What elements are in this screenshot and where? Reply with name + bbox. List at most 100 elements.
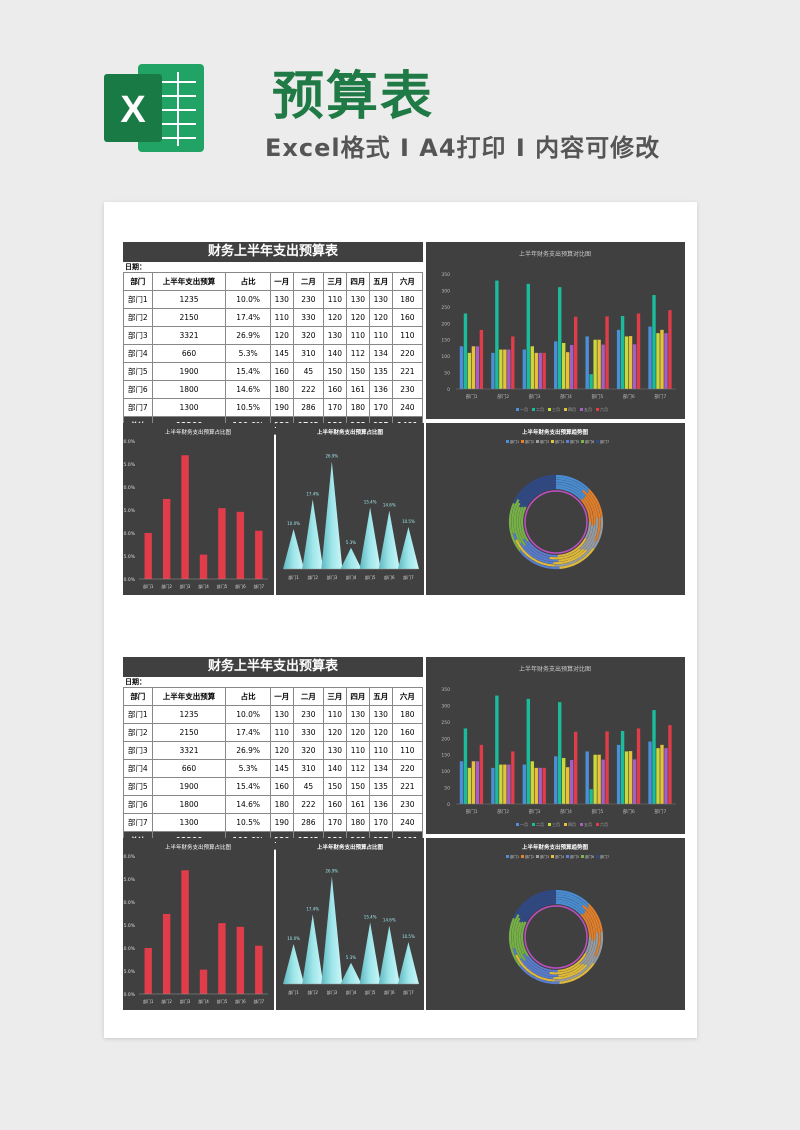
x-tick-label: 部门6 xyxy=(623,808,635,815)
column-header: 占比 xyxy=(225,272,271,291)
table-cell: 10.0% xyxy=(225,290,271,309)
x-tick-label: 部门5 xyxy=(217,998,228,1004)
donut-segment xyxy=(582,524,596,551)
x-tick-label: 部门7 xyxy=(654,808,666,815)
legend-swatch xyxy=(521,855,524,858)
ratio-bar-chart: 上半年财务支出预算占比图 30.0% 25.0% 20.0% 15.0% 10.0% 5.0… xyxy=(123,423,274,595)
compare-bar xyxy=(459,761,464,804)
x-tick-label: 部门3 xyxy=(327,989,338,995)
header: X 预算表 Excel格式 I A4打印 I 内容可修改 xyxy=(0,0,800,200)
donut-segment xyxy=(553,963,588,980)
donut-segment xyxy=(517,892,557,916)
table-cell: 部门6 xyxy=(123,380,153,399)
x-tick-label: 部门2 xyxy=(497,808,509,815)
y-tick-label: 350 xyxy=(441,272,450,278)
chart-title: 上半年财务支出预算占比图 xyxy=(165,843,232,851)
compare-bar xyxy=(652,295,656,389)
compare-bar xyxy=(467,352,472,389)
table-cell: 部门7 xyxy=(123,813,153,832)
y-tick-label: 10.0% xyxy=(123,946,136,952)
table-header-row: 部门 上半年支出预算 占比 一月 二月 三月 四月 五月 六月 xyxy=(123,272,424,291)
data-label: 10.5% xyxy=(402,519,415,524)
y-tick-label: 25.0% xyxy=(123,462,136,468)
column-header: 三月 xyxy=(322,687,347,706)
table-cell: 部门1 xyxy=(123,705,153,724)
column-header: 五月 xyxy=(368,272,393,291)
compare-bar xyxy=(664,333,668,389)
ratio-bar xyxy=(162,498,171,579)
table-cell: 660 xyxy=(151,759,227,778)
data-label: 10.5% xyxy=(402,934,415,939)
y-tick-label: 200 xyxy=(441,321,450,327)
table-cell: 1800 xyxy=(151,795,227,814)
donut-segment xyxy=(524,901,557,923)
donut-segment xyxy=(579,940,594,966)
compare-bar xyxy=(589,374,593,389)
donut-segment xyxy=(519,542,554,565)
compare-bar xyxy=(585,751,589,804)
donut-segment xyxy=(521,484,557,508)
table-cell: 120 xyxy=(269,741,294,760)
table-cell: 110 xyxy=(391,741,424,760)
x-tick-label: 部门2 xyxy=(307,574,318,580)
legend-label: 一月 xyxy=(520,822,528,827)
chart-title: 上半年财务支出预算占比图 xyxy=(317,428,384,436)
compare-bar xyxy=(573,316,578,389)
cone-mark xyxy=(340,547,362,569)
compare-bar xyxy=(648,326,652,389)
donut-segment xyxy=(587,906,601,957)
table-cell: 140 xyxy=(322,759,347,778)
table-cell: 部门5 xyxy=(123,777,153,796)
y-tick-label: 350 xyxy=(441,687,450,693)
donut-segment xyxy=(582,939,596,966)
legend-swatch xyxy=(506,440,509,443)
table-title: 财务上半年支出预算表 xyxy=(207,659,338,674)
data-label: 17.4% xyxy=(306,906,319,911)
column-header: 部门 xyxy=(123,687,153,706)
table-cell: 130 xyxy=(322,326,347,345)
donut-inner-ring xyxy=(524,905,588,969)
budget-table: 财务上半年支出预算表 日期： 部门 上半年支出预算 占比 一月 二月 三月 四月 五月 六月 部… xyxy=(123,657,424,850)
x-tick-label: 部门4 xyxy=(560,808,572,815)
table-cell: 112 xyxy=(345,759,370,778)
compare-bar xyxy=(620,731,625,804)
table-cell: 180 xyxy=(269,795,294,814)
y-tick-label: 50 xyxy=(444,371,450,377)
donut-segment xyxy=(555,486,582,500)
table-cell: 320 xyxy=(292,326,324,345)
legend-label: 部门1 xyxy=(510,439,519,444)
compare-bar xyxy=(632,344,637,389)
column-header: 二月 xyxy=(292,272,324,291)
compare-bar xyxy=(597,339,601,389)
compare-bar xyxy=(479,329,484,389)
ratio-bar xyxy=(162,913,171,994)
compare-bar xyxy=(558,287,562,389)
legend-swatch xyxy=(566,440,569,443)
compare-bar xyxy=(616,329,621,389)
donut-segment xyxy=(555,892,589,909)
table-cell: 180 xyxy=(391,705,424,724)
donut-segment xyxy=(583,912,594,942)
table-cell: 110 xyxy=(345,326,370,345)
compare-bar xyxy=(558,702,562,804)
compare-bar xyxy=(616,744,621,804)
table-cell: 1235 xyxy=(151,290,227,309)
compare-bar xyxy=(660,329,664,389)
table-row: 部门6 1800 14.6% 180 222 160 161 136 230 xyxy=(123,380,424,399)
compare-bar xyxy=(593,339,597,389)
table-cell: 17.4% xyxy=(225,308,271,327)
table-cell: 5.3% xyxy=(225,344,271,363)
compare-bar xyxy=(554,341,558,389)
y-tick-label: 200 xyxy=(441,736,450,742)
compare-bar xyxy=(668,725,672,804)
table-cell: 240 xyxy=(391,813,424,832)
cone-mark xyxy=(359,922,381,984)
x-tick-label: 部门4 xyxy=(346,574,357,580)
donut-segment xyxy=(519,482,557,508)
x-tick-label: 部门5 xyxy=(365,574,376,580)
compare-bar xyxy=(491,767,495,804)
table-cell: 2150 xyxy=(151,723,227,742)
data-label: 5.3% xyxy=(346,955,356,960)
table-cell: 222 xyxy=(292,380,324,399)
data-label: 10.0% xyxy=(287,521,300,526)
